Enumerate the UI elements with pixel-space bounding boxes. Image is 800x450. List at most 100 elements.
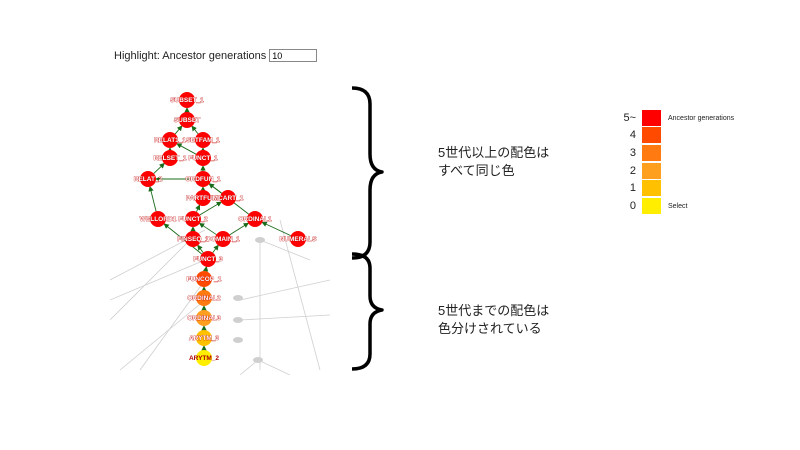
legend-number: 1 [629, 182, 636, 194]
graph-node-label: NUMERALS [280, 236, 317, 243]
graph-edge [198, 222, 217, 235]
unhighlighted-nodes [233, 237, 265, 363]
graph-edge [261, 221, 291, 237]
graph-edge [176, 143, 197, 155]
graph-node-circle[interactable] [140, 171, 156, 187]
annotation-lower: 5世代までの配色は 色分けされている [438, 302, 549, 338]
legend-number: 5~ [623, 112, 636, 124]
graph-node-label: RELSET_1 [154, 155, 187, 162]
graph-node-circle[interactable] [196, 290, 212, 306]
graph-node-label: FUNCT_1 [188, 155, 218, 162]
graph-edges [148, 107, 291, 351]
legend-swatch [642, 180, 661, 196]
graph-node-label: RELAT_2 [134, 176, 163, 183]
graph-node-label: SETFAM_1 [186, 137, 220, 144]
graph-node[interactable]: WELLORD1 [139, 211, 177, 227]
graph-node-circle[interactable] [290, 231, 306, 247]
graph-node-circle[interactable] [179, 112, 195, 128]
graph-node[interactable]: RELAT_2 [133, 171, 163, 187]
graph-node-label: ORDINAL3 [187, 315, 221, 322]
graph-node-label: DOMAIN_1 [206, 236, 240, 243]
graph-node-label: FUNCOP_1 [187, 276, 222, 283]
graph-node[interactable]: NUMERALS [279, 231, 317, 247]
graph-node-label: PARTFUN1 [186, 195, 221, 202]
graph-node[interactable]: ORDINAL3 [187, 310, 221, 326]
graph-node-circle[interactable] [195, 132, 211, 148]
graph-node[interactable]: ARYTM_2 [189, 350, 219, 366]
graph-edge [191, 125, 199, 135]
graph-node-circle[interactable] [195, 171, 211, 187]
graph-node-label: FINSEQ_1 [177, 236, 209, 243]
graph-edge [212, 244, 219, 253]
graph-node-label: ARYTM_2 [189, 355, 219, 362]
graph-node-circle[interactable] [196, 330, 212, 346]
legend-row: 5~ Ancestor generations [616, 110, 734, 126]
graph-node-label: ORDINAL1 [238, 216, 272, 223]
graph-node-circle[interactable] [162, 132, 178, 148]
legend-row: 4 [616, 127, 668, 143]
graph-edge [153, 162, 165, 174]
graph-node[interactable]: FUNCT_3 [193, 251, 223, 267]
graph-node[interactable]: SUBSET [174, 112, 201, 128]
graph-node[interactable]: ORDINAL1 [238, 211, 272, 227]
annotation-lower-line1: 5世代までの配色は [438, 303, 550, 318]
legend-swatch [642, 145, 661, 161]
legend-swatch [642, 110, 661, 126]
graph-edge [197, 244, 204, 253]
graph-node-label: ORDINAL2 [187, 295, 221, 302]
graph-edge [148, 185, 157, 212]
annotation-lower-line2: 色分けされている [438, 321, 542, 336]
graph-node-circle[interactable] [185, 231, 201, 247]
graph-node-circle[interactable] [150, 211, 166, 227]
graph-node-circle[interactable] [196, 350, 212, 366]
graph-node[interactable]: MCART_1 [212, 190, 244, 206]
graph-node[interactable]: DOMAIN_1 [206, 231, 240, 247]
graph-node-circle[interactable] [196, 310, 212, 326]
legend-swatch [642, 198, 661, 214]
graph-edge [202, 265, 209, 272]
graph-node[interactable]: SUBSET_1 [170, 92, 204, 108]
graph-node-circle[interactable] [215, 231, 231, 247]
graph-node-circle[interactable] [195, 150, 211, 166]
graph-node[interactable]: RELAT1_1 [154, 132, 187, 148]
graph-edge [174, 125, 183, 135]
legend-swatch [642, 163, 661, 179]
graph-node-circle[interactable] [220, 190, 236, 206]
upper-brace [351, 86, 384, 260]
graph-node[interactable]: FUNCOP_1 [186, 271, 222, 287]
graph-node-label: SUBSET [174, 117, 200, 124]
highlight-label: Highlight: Ancestor generations [114, 49, 267, 62]
graph-node-label: SUBSET_1 [170, 97, 204, 104]
highlight-control: Highlight: Ancestor generations [114, 49, 318, 62]
graph-node[interactable]: ARYTM_3 [189, 330, 220, 346]
graph-node-label: ORDFUN_1 [185, 176, 220, 183]
graph-node-circle[interactable] [247, 211, 263, 227]
graph-node[interactable]: SETFAM_1 [186, 132, 220, 148]
graph-node[interactable]: PARTFUN1 [186, 190, 221, 206]
legend-row: 2 [616, 163, 668, 179]
graph-node[interactable]: FINSEQ_1 [177, 231, 209, 247]
legend-text: Ancestor generations [668, 114, 735, 122]
graph-node-circle[interactable] [200, 251, 216, 267]
graph-node-label: RELAT1_1 [154, 137, 186, 144]
graph-node[interactable]: ORDINAL2 [187, 290, 221, 306]
legend-text: Select [668, 202, 688, 210]
graph-node-circle[interactable] [162, 150, 178, 166]
graph-node[interactable]: RELSET_1 [153, 150, 187, 166]
graph-node[interactable]: FUNCT_2 [178, 211, 208, 227]
annotation-upper: 5世代以上の配色は すべて同じ色 [438, 144, 549, 180]
legend-row: 1 [616, 180, 668, 196]
legend-number: 3 [629, 147, 636, 159]
graph-node-circle[interactable] [196, 271, 212, 287]
legend-row: 3 [616, 145, 668, 161]
graph-node-circle[interactable] [185, 211, 201, 227]
graph-node[interactable]: ORDFUN_1 [185, 171, 221, 187]
ancestor-generations-input[interactable] [269, 49, 318, 62]
graph-edge [195, 204, 201, 212]
graph-node[interactable]: FUNCT_1 [188, 150, 218, 166]
graph-node-circle[interactable] [195, 190, 211, 206]
graph-node-circle[interactable] [179, 92, 195, 108]
graph-node-label: FUNCT_3 [193, 256, 223, 263]
